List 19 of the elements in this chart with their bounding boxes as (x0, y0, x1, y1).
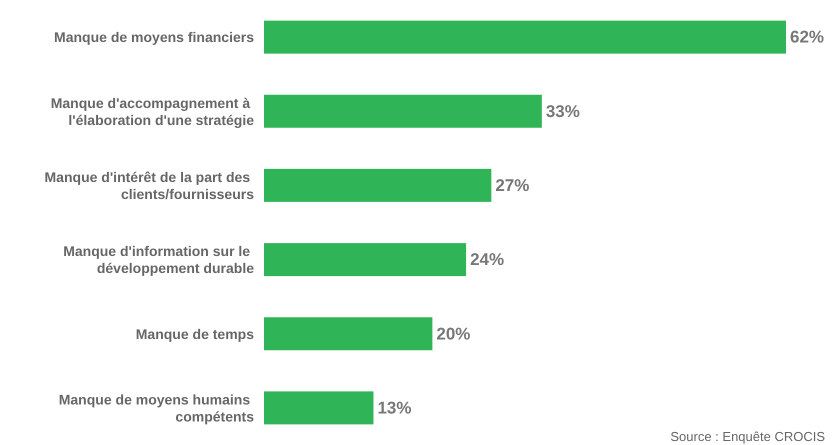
annotation: Source : Enquête CROCIS (670, 429, 826, 444)
bar (264, 391, 374, 424)
bar (264, 317, 432, 350)
y-tick-label: Manque de temps (136, 326, 254, 342)
data-label: 20% (436, 324, 470, 344)
bar (264, 243, 466, 276)
bar (264, 20, 786, 54)
data-label: 24% (470, 250, 504, 270)
data-label: 13% (377, 398, 412, 418)
y-tick-label: Manque d'accompagnement à l'élaboration d'une stratégie (50, 94, 254, 128)
data-label: 27% (495, 176, 530, 195)
y-tick-label: Manque d'intérêt de la part des clients/fournisseurs (44, 168, 254, 202)
bar (264, 94, 542, 128)
y-tick-label: Manque de moyens humains compétents (58, 391, 254, 424)
data-label: 62% (790, 28, 824, 47)
y-tick-label: Manque de moyens financiers (54, 29, 254, 46)
y-tick-label: Manque d'information sur le développement durable (63, 243, 254, 276)
data-label: 33% (546, 102, 580, 121)
bar (264, 168, 492, 202)
